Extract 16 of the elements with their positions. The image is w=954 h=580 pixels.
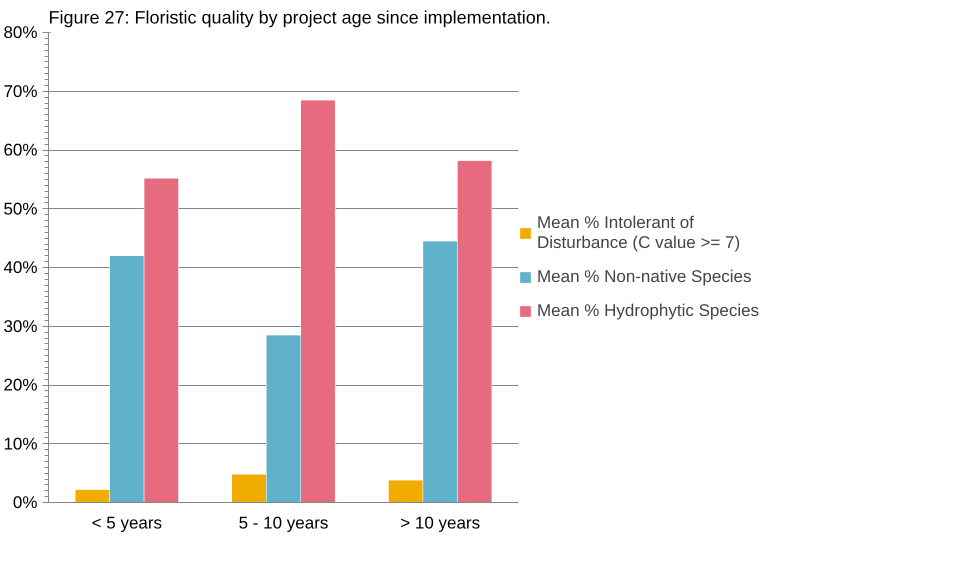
y-tick-label: 50% [3, 199, 38, 218]
y-tick-label: 0% [12, 493, 38, 512]
x-tick-label: < 5 years [92, 514, 162, 532]
x-tick-label: 5 - 10 years [238, 514, 328, 532]
y-tick-label: 60% [3, 140, 38, 160]
x-tick-label: > 10 years [400, 514, 480, 532]
y-tick-label: 80% [3, 23, 38, 42]
y-tick-label: 10% [3, 434, 38, 454]
legend-label: Mean % Intolerant of Disturbance (C value >= 7) [537, 213, 740, 253]
y-tick-label: 40% [3, 258, 38, 277]
y-tick-label: 20% [3, 376, 38, 394]
chart-title: Figure 27: Floristic quality by project age since implementation. [48, 8, 551, 28]
legend-label: Mean % Hydrophytic Species [537, 301, 760, 321]
legend-label: Mean % Non-native Species [537, 267, 752, 287]
y-tick-label: 30% [3, 316, 38, 336]
y-tick-label: 70% [3, 82, 38, 101]
